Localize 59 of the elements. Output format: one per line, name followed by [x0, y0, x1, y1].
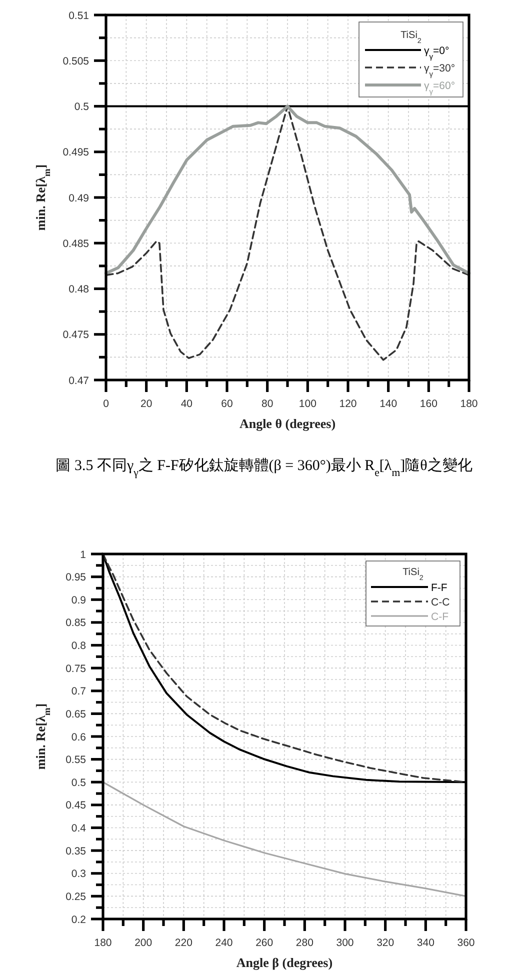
x-tick-label: 200 — [134, 937, 152, 949]
y-tick-label: 0.475 — [62, 329, 90, 342]
x-tick-label: 180 — [94, 937, 112, 949]
y-tick-label: 0.85 — [66, 617, 86, 630]
x-tick-label: 240 — [215, 937, 233, 949]
y-tick-label: 0.8 — [71, 640, 86, 652]
legend-label: F-F — [431, 582, 448, 594]
legend-label: γ$_{γ}$=0° — [424, 45, 450, 60]
y-tick-label: 0.3 — [71, 868, 86, 880]
y-tick-label: 0.45 — [66, 800, 86, 812]
y-tick-label: 0.51 — [68, 10, 90, 22]
y-tick-label: 0.95 — [66, 572, 86, 584]
y-tick-label: 0.65 — [66, 708, 86, 720]
x-tick-label: 20 — [140, 398, 152, 410]
x-tick-label: 300 — [336, 937, 354, 949]
x-tick-label: 80 — [261, 398, 274, 410]
y-tick-label: 0.5 — [74, 101, 90, 114]
y-tick-label: 0.4 — [71, 822, 86, 835]
legend: TiSi$_{2}$ F-F C-C C-F — [366, 560, 460, 626]
x-tick-label: 160 — [420, 398, 438, 410]
y-tick-label: 0.35 — [66, 845, 86, 858]
caption: 圖 3.5 不同γ$_{γ}$之 F-F矽化鈦旋轉體(β = 360°)最小 R$_{e}$[λ$_{m}$]隨θ之變化 — [56, 458, 472, 479]
legend-label: C-F — [431, 611, 448, 623]
x-tick-label: 140 — [380, 398, 398, 410]
legend-label: γ$_{γ}$=60° — [424, 80, 456, 96]
x-tick-label: 180 — [460, 398, 478, 410]
x-axis-title: Angle β (degrees) — [236, 955, 333, 970]
legend: TiSi$_{2}$ γ$_{γ}$=0° γ$_{γ}$=30° γ$_{γ}$=60° — [358, 22, 464, 98]
x-tick-label: 0 — [103, 398, 110, 410]
y-tick-label: 0.47 — [68, 374, 90, 387]
y-tick-label: 0.5 — [71, 776, 86, 789]
x-tick-label: 60 — [221, 398, 233, 410]
legend-title: TiSi$_{2}$ — [400, 30, 422, 44]
x-tick-label: 120 — [339, 398, 357, 410]
x-tick-label: 260 — [256, 937, 274, 949]
legend-title: TiSi$_{2}$ — [402, 567, 424, 582]
x-tick-label: 100 — [298, 398, 317, 410]
y-tick-label: 0.485 — [62, 238, 90, 250]
y-tick-label: 0.55 — [66, 754, 86, 766]
y-tick-label: 0.9 — [71, 594, 86, 606]
x-axis-title: Angle θ (degrees) — [239, 416, 336, 431]
y-tick-label: 0.49 — [68, 192, 90, 204]
x-tick-label: 40 — [180, 398, 193, 410]
y-tick-label: 1 — [80, 548, 86, 561]
x-tick-label: 340 — [416, 937, 435, 949]
y-tick-label: 0.7 — [71, 686, 86, 698]
y-tick-label: 0.495 — [62, 146, 90, 159]
x-tick-label: 360 — [457, 937, 475, 949]
legend-label: γ$_{γ}$=30° — [424, 62, 456, 78]
x-tick-label: 220 — [174, 937, 193, 949]
y-tick-label: 0.48 — [68, 284, 90, 296]
y-tick-label: 0.6 — [71, 731, 86, 744]
y-tick-label: 0.505 — [62, 55, 90, 68]
y-tick-label: 0.2 — [71, 914, 86, 926]
y-tick-label: 0.75 — [66, 662, 86, 675]
legend-label: C-C — [431, 596, 450, 608]
y-tick-label: 0.25 — [66, 890, 86, 903]
x-tick-label: 280 — [296, 937, 314, 949]
x-tick-label: 320 — [376, 937, 394, 949]
